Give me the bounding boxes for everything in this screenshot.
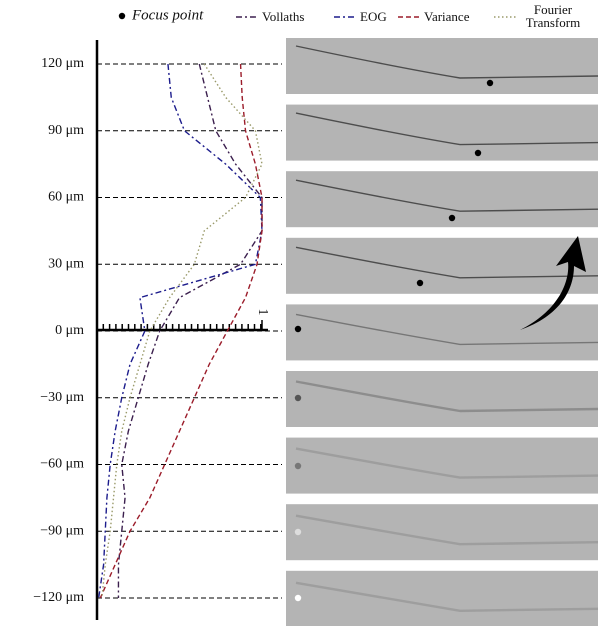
needle (295, 112, 599, 146)
panel-bg (286, 38, 598, 94)
legend-focus-marker (118, 12, 126, 20)
panel-bg (286, 437, 598, 494)
focus-point (294, 394, 302, 402)
legend-label: Fourier Transform (525, 2, 581, 30)
panel-bg (286, 104, 598, 161)
focus-point (294, 325, 302, 333)
y-tick-label: −60 μm (40, 457, 84, 472)
focus-point (294, 594, 302, 602)
image-panel (286, 437, 599, 494)
focus-point (486, 79, 494, 87)
image-panel (286, 371, 599, 427)
series-line (99, 63, 263, 599)
panel-bg (286, 171, 598, 228)
series-line (117, 63, 263, 598)
focus-point (416, 279, 424, 287)
y-tick-label: 120 μm (41, 56, 84, 71)
needle (295, 45, 599, 79)
focus-point (294, 462, 302, 470)
image-panel (286, 171, 599, 228)
y-tick-label: −90 μm (40, 523, 84, 538)
arrow (520, 236, 586, 330)
y-tick-label: 0 μm (55, 323, 84, 338)
needle (295, 313, 599, 346)
legend-focus-label: Focus point (131, 7, 204, 23)
series-line (97, 63, 263, 599)
legend-label: EOG (360, 9, 387, 24)
panel-bg (286, 237, 598, 294)
y-tick-label: −30 μm (40, 390, 84, 405)
needle (295, 246, 599, 279)
needle (295, 581, 599, 613)
needle (295, 179, 599, 212)
legend-label: Vollaths (262, 9, 305, 24)
y-tick-label: 30 μm (48, 256, 84, 271)
image-panel (286, 104, 599, 161)
legend-label: Variance (424, 9, 470, 24)
image-panel (286, 237, 599, 294)
panel-bg (286, 371, 598, 427)
x-tick-label: 1 (255, 309, 270, 316)
needle (295, 447, 599, 479)
panel-bg (286, 504, 598, 561)
image-panel (286, 504, 599, 561)
y-tick-label: 90 μm (48, 123, 84, 138)
image-panel (286, 38, 599, 94)
needle (295, 380, 599, 413)
panel-bg (286, 570, 598, 626)
focus-point (448, 214, 456, 222)
needle (295, 514, 599, 546)
focus-point (474, 149, 482, 157)
y-tick-label: −120 μm (33, 590, 84, 605)
image-panel (286, 570, 599, 626)
focus-point (294, 528, 302, 536)
y-tick-label: 60 μm (48, 190, 84, 205)
